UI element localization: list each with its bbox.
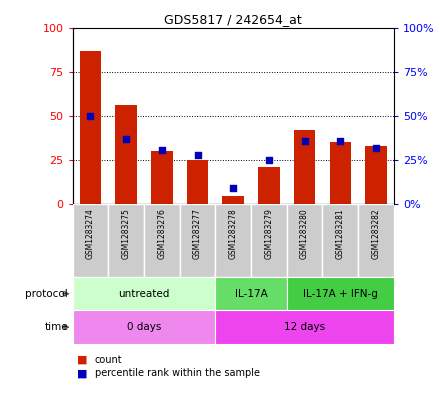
Bar (108, 204, 144, 277)
Text: GSM1283277: GSM1283277 (193, 208, 202, 259)
Text: ■: ■ (77, 354, 88, 365)
Text: untreated: untreated (118, 289, 170, 299)
Text: GSM1283280: GSM1283280 (300, 208, 309, 259)
Bar (358, 204, 394, 277)
Bar (180, 204, 215, 277)
Text: ■: ■ (77, 368, 88, 378)
Bar (73, 277, 215, 310)
Bar (144, 204, 180, 277)
Text: IL-17A + IFN-g: IL-17A + IFN-g (303, 289, 378, 299)
Bar (215, 277, 287, 310)
Bar (215, 204, 251, 277)
Text: percentile rank within the sample: percentile rank within the sample (95, 368, 260, 378)
Bar (115, 105, 137, 204)
Bar (80, 50, 101, 204)
Bar (73, 310, 215, 344)
Point (194, 152, 201, 158)
Text: GSM1283278: GSM1283278 (229, 208, 238, 259)
Bar (73, 204, 108, 277)
Text: protocol: protocol (26, 289, 68, 299)
Point (301, 138, 308, 144)
Text: IL-17A: IL-17A (235, 289, 268, 299)
Point (265, 157, 272, 163)
Point (337, 138, 344, 144)
Point (158, 146, 165, 152)
Text: GSM1283281: GSM1283281 (336, 208, 345, 259)
Bar (251, 204, 287, 277)
Point (123, 136, 130, 142)
Bar (187, 160, 208, 204)
Text: GSM1283276: GSM1283276 (158, 208, 166, 259)
Bar (215, 310, 394, 344)
Text: GSM1283279: GSM1283279 (264, 208, 273, 259)
Bar (258, 167, 279, 204)
Bar (223, 195, 244, 204)
Title: GDS5817 / 242654_at: GDS5817 / 242654_at (164, 13, 302, 26)
Text: GSM1283274: GSM1283274 (86, 208, 95, 259)
Bar (287, 204, 323, 277)
Bar (323, 204, 358, 277)
Point (87, 113, 94, 119)
Bar (294, 130, 315, 204)
Text: 12 days: 12 days (284, 322, 325, 332)
Bar (330, 142, 351, 204)
Text: time: time (44, 322, 68, 332)
Point (230, 185, 237, 191)
Text: GSM1283275: GSM1283275 (121, 208, 131, 259)
Text: GSM1283282: GSM1283282 (371, 208, 381, 259)
Text: 0 days: 0 days (127, 322, 161, 332)
Point (372, 145, 379, 151)
Bar (151, 151, 172, 204)
Bar (287, 277, 394, 310)
Bar (365, 146, 387, 204)
Text: count: count (95, 354, 122, 365)
